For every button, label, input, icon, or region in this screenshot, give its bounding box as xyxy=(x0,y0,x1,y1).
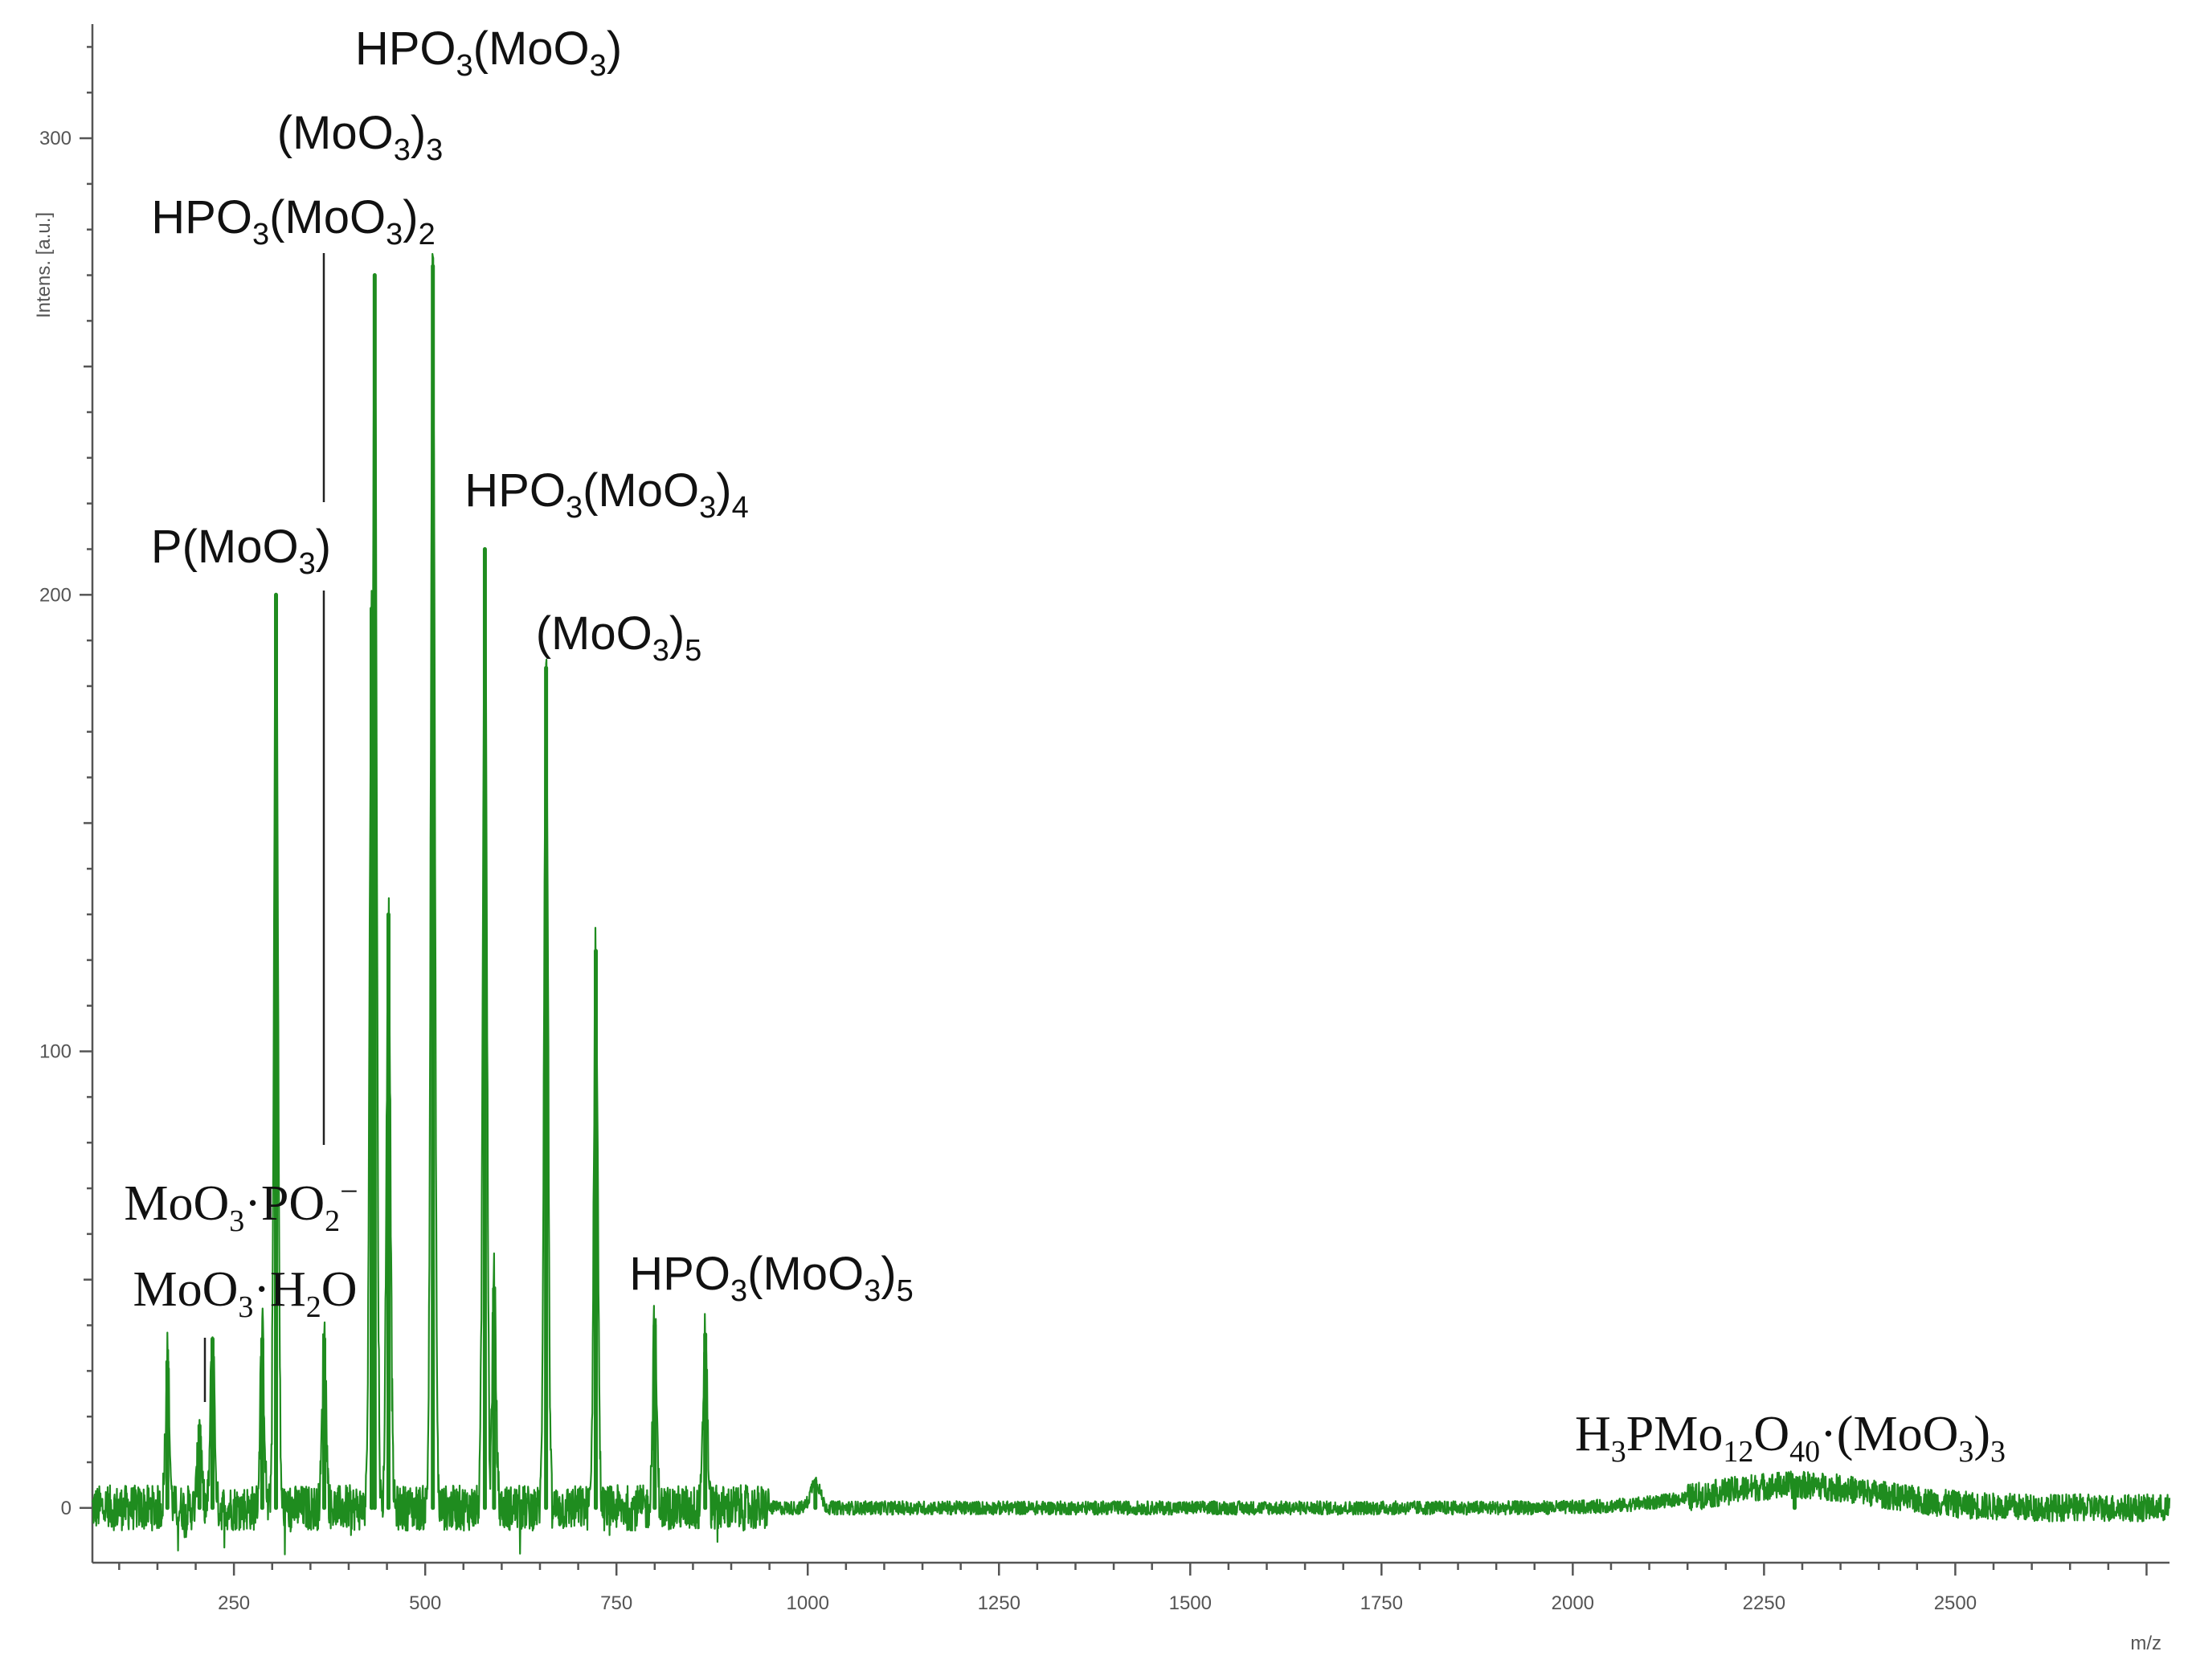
peak-label-moo3-h2o: MoO3·H2O xyxy=(133,1262,357,1324)
y-tick-label: 200 xyxy=(39,584,72,606)
x-tick-label: 2250 xyxy=(1743,1592,1785,1614)
x-tick-label: 1250 xyxy=(978,1592,1020,1614)
x-tick-label: 2500 xyxy=(1934,1592,1977,1614)
peak-label-hpo3-moo3-4: HPO3(MoO3)4 xyxy=(464,464,748,525)
peak-label-hpo3-moo3-2: HPO3(MoO3)2 xyxy=(151,191,435,251)
peak-label-moo3-po2: MoO3·PO2− xyxy=(124,1173,358,1238)
x-tick-label: 500 xyxy=(409,1592,441,1614)
peak-label-h3pmo12o40-moo3-3: H3PMo12O40·(MoO3)3 xyxy=(1575,1407,2006,1469)
x-tick-label: 250 xyxy=(218,1592,250,1614)
peak-label-p-moo3: P(MoO3) xyxy=(151,521,331,581)
x-tick-label: 750 xyxy=(600,1592,632,1614)
annotation-leader-lines xyxy=(203,253,325,1402)
spectrum-trace xyxy=(91,252,2171,1555)
y-tick-label: 100 xyxy=(39,1041,72,1063)
x-axis-ticks: 250 500 750 1000 1250 1500 1750 2000 2250 2500 xyxy=(118,1563,2148,1614)
x-tick-label: 1500 xyxy=(1169,1592,1212,1614)
y-axis-ticks: 0 100 200 300 xyxy=(39,46,92,1519)
peak-markers xyxy=(165,264,1797,1510)
x-tick-label: 1000 xyxy=(787,1592,829,1614)
peak-label-hpo3-moo3-5: HPO3(MoO3)5 xyxy=(629,1248,913,1308)
peak-label-moo3-5: (MoO3)5 xyxy=(536,607,702,668)
peak-label-moo3-3: (MoO3)3 xyxy=(277,107,444,167)
y-tick-label: 300 xyxy=(39,128,72,149)
peak-label-hpo3-moo3: HPO3(MoO3) xyxy=(355,22,622,83)
peak-annotations: MoO3·H2O MoO3·PO2− P(MoO3) HPO3(MoO3)2 (MoO3… xyxy=(124,22,2006,1469)
axes: 0 100 200 300 250 500 750 1000 1250 1500 1750 2000… xyxy=(39,24,2170,1614)
y-tick-label: 0 xyxy=(61,1498,72,1519)
x-axis-label: m/z xyxy=(2130,1633,2161,1654)
y-axis-label: Intens. [a.u.] xyxy=(33,212,55,318)
x-tick-label: 2000 xyxy=(1552,1592,1594,1614)
x-tick-label: 1750 xyxy=(1360,1592,1403,1614)
